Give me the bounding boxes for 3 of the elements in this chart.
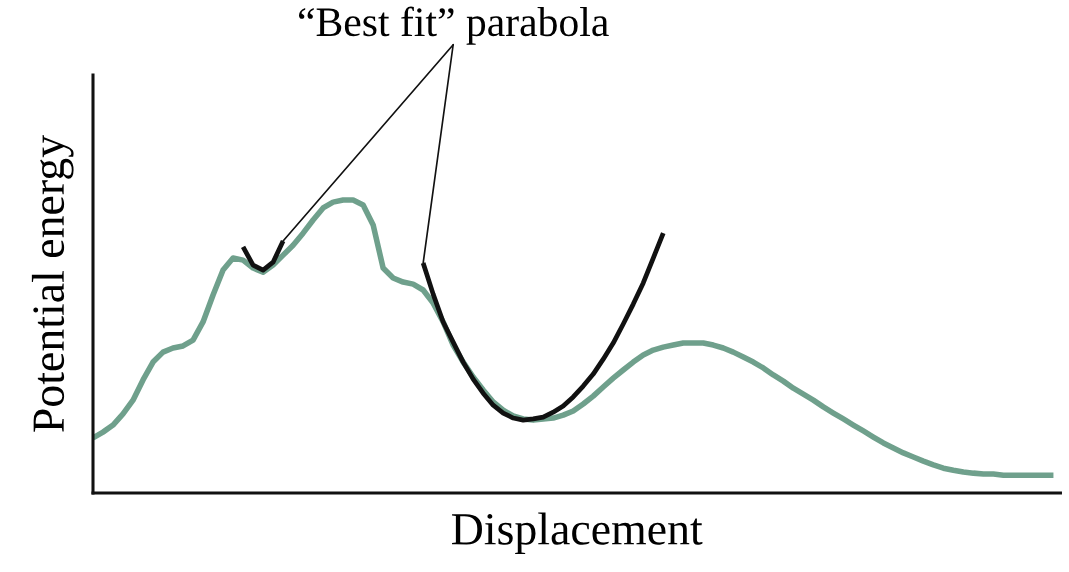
- text: “Best fit” parabola: [298, 6, 609, 45]
- y-axis-title: Potential energy: [31, 135, 74, 432]
- x-axis-title: Displacement: [452, 512, 703, 555]
